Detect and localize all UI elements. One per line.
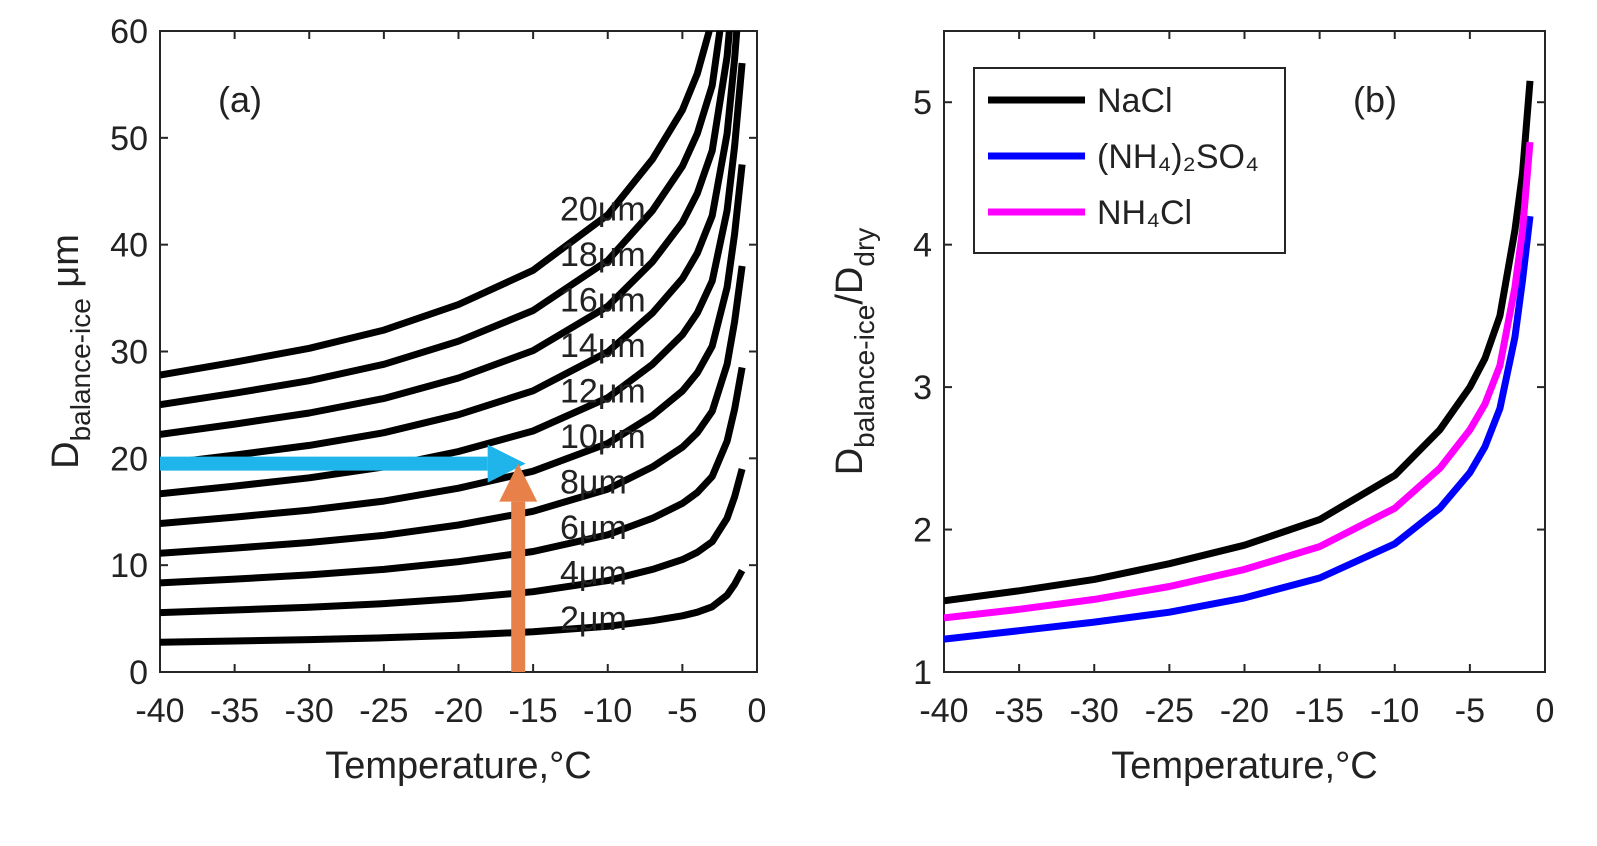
- series-line: [944, 215, 1534, 643]
- curve-label: 18μm: [560, 236, 646, 274]
- panel-label: (b): [1353, 79, 1397, 120]
- curve-label: 16μm: [560, 282, 646, 320]
- y-axis-label: Dbalance-ice/Ddry: [829, 228, 880, 476]
- series-line: [160, 62, 746, 498]
- x-tick-label: -40: [135, 692, 184, 730]
- x-tick-label: -30: [285, 692, 334, 730]
- y-tick-label: 60: [110, 13, 148, 51]
- curve-label: 14μm: [560, 327, 646, 365]
- y-label-subscript: dry: [849, 228, 880, 267]
- y-tick-label: 20: [110, 440, 148, 478]
- y-label-subscript: balance-ice: [849, 305, 880, 448]
- series-line: [160, 31, 713, 379]
- x-tick-label: -35: [210, 692, 259, 730]
- legend-label: NaCl: [1097, 82, 1173, 120]
- x-tick-label: -15: [509, 692, 558, 730]
- series-line: [160, 164, 746, 527]
- curve-label: 8μm: [560, 464, 627, 502]
- x-tick-label: -5: [1455, 692, 1485, 730]
- x-tick-label: -35: [995, 692, 1044, 730]
- series-line: [160, 31, 724, 409]
- series-line: [160, 265, 746, 557]
- series-line: [944, 141, 1534, 622]
- y-tick-label: 40: [110, 227, 148, 265]
- curve-label: 4μm: [560, 555, 627, 593]
- x-tick-label: -25: [1145, 692, 1194, 730]
- x-axis-label: Temperature,°C: [1111, 745, 1378, 787]
- arrow-head: [487, 444, 526, 483]
- x-tick-label: -20: [1220, 692, 1269, 730]
- y-label-part: D: [45, 441, 87, 468]
- series-line: [160, 31, 733, 438]
- y-tick-label: 0: [129, 654, 148, 692]
- panel: -40 -35 -30 -25 -20 -15 -10 -5 0 0 10 20 30 40 50 60 Tem…: [45, 13, 767, 787]
- series-line: [160, 568, 746, 646]
- y-label-subscript: balance-ice: [65, 298, 96, 441]
- curve-label: 20μm: [560, 191, 646, 229]
- plot-area: [160, 31, 746, 672]
- curve-label: 10μm: [560, 418, 646, 456]
- panel: -40 -35 -30 -25 -20 -15 -10 -5 0 1 2 3 4 5 Temperature…: [829, 30, 1555, 787]
- legend-label: NH₄Cl: [1097, 194, 1192, 232]
- y-tick-label: 5: [913, 84, 932, 122]
- y-label-part: μm: [45, 234, 87, 298]
- legend-label: (NH₄)₂SO₄: [1097, 138, 1259, 176]
- y-tick-label: 30: [110, 334, 148, 372]
- y-tick-label: 10: [110, 547, 148, 585]
- y-label-part: D: [829, 448, 871, 475]
- y-axis-label: Dbalance-ice μm: [45, 234, 96, 469]
- x-tick-label: -20: [434, 692, 483, 730]
- x-tick-label: 0: [748, 692, 767, 730]
- y-tick-label: 2: [913, 512, 932, 550]
- series-line: [160, 366, 746, 587]
- series-line: [160, 31, 741, 468]
- x-tick-label: -10: [1370, 692, 1419, 730]
- y-tick-label: 4: [913, 227, 932, 265]
- x-tick-label: -10: [583, 692, 632, 730]
- curve-label: 6μm: [560, 509, 627, 547]
- plot-area: [944, 80, 1534, 643]
- series-line: [944, 80, 1534, 605]
- x-tick-label: -5: [667, 692, 697, 730]
- y-tick-label: 1: [913, 654, 932, 692]
- x-tick-label: -30: [1070, 692, 1119, 730]
- x-tick-label: -40: [919, 692, 968, 730]
- curve-label: 2μm: [560, 600, 627, 638]
- x-axis-label: Temperature,°C: [325, 745, 592, 787]
- x-tick-label: 0: [1536, 692, 1555, 730]
- curve-label: 12μm: [560, 373, 646, 411]
- x-tick-label: -25: [359, 692, 408, 730]
- y-tick-label: 50: [110, 120, 148, 158]
- y-tick-label: 3: [913, 369, 932, 407]
- y-label-part: /D: [829, 267, 871, 305]
- series-line: [160, 468, 746, 617]
- x-tick-label: -15: [1295, 692, 1344, 730]
- panel-label: (a): [218, 79, 262, 120]
- arrow-head: [499, 463, 538, 502]
